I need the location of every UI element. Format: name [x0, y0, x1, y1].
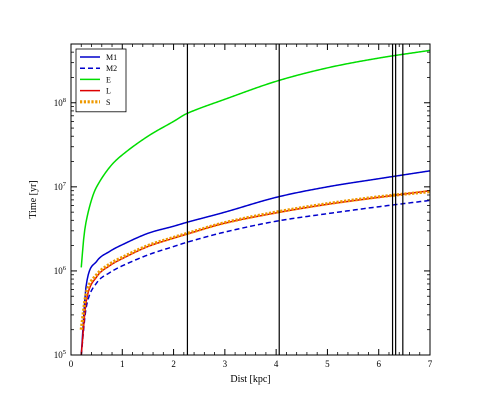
- legend-box: [75, 48, 127, 113]
- vertical-lines-layer: [186, 44, 404, 355]
- x-tick-label: 3: [223, 359, 228, 369]
- series-line-M1: [80, 170, 431, 356]
- y-tick-label: 107: [54, 181, 67, 192]
- legend-label-M2: M2: [106, 64, 117, 73]
- x-tick-label: 2: [171, 359, 176, 369]
- x-tick-label: 5: [325, 359, 330, 369]
- x-tick-label: 6: [376, 359, 381, 369]
- legend: M1 M2 ELS: [75, 48, 127, 113]
- ticks-layer: 0 1 2 3 4 5 6 7 105 106 107 108: [54, 43, 433, 369]
- series-line-E: [80, 49, 431, 268]
- series-line-S: [79, 189, 431, 330]
- y-tick-label: 105: [54, 349, 66, 360]
- x-tick-label: 0: [69, 359, 74, 369]
- series-layer: [79, 49, 431, 356]
- y-tick-label: 108: [54, 97, 66, 108]
- legend-label-S: S: [106, 98, 110, 107]
- x-tick-label: 7: [428, 359, 433, 369]
- y-axis-title: Time [yr]: [28, 180, 39, 218]
- legend-label-E: E: [106, 75, 111, 84]
- x-axis-title: Dist [kpc]: [230, 374, 270, 385]
- series-line-M2: [80, 199, 431, 356]
- legend-label-M1: M1: [106, 53, 117, 62]
- y-tick-label: 106: [54, 265, 67, 276]
- x-tick-label: 4: [274, 359, 279, 369]
- x-tick-label: 1: [120, 359, 125, 369]
- legend-label-L: L: [106, 87, 111, 96]
